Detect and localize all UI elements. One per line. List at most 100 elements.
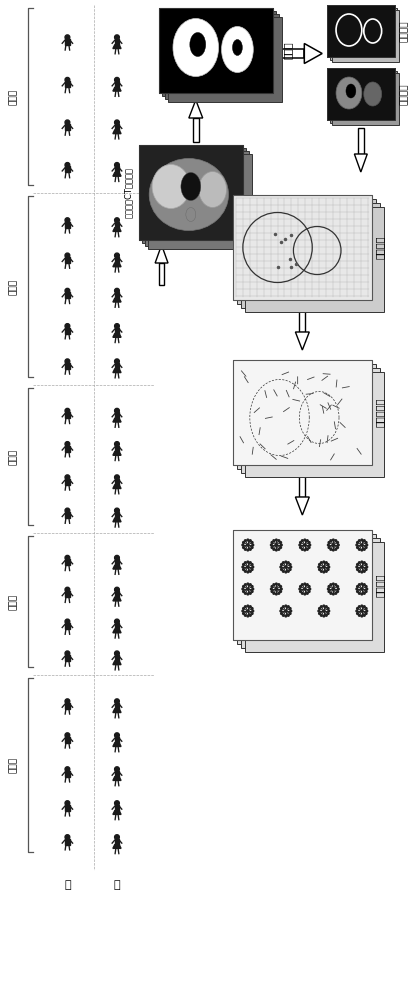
Circle shape [288, 608, 290, 609]
Circle shape [327, 610, 329, 612]
Circle shape [65, 767, 70, 772]
Circle shape [284, 605, 286, 607]
Text: 背景标记: 背景标记 [398, 20, 407, 42]
Bar [115, 166, 119, 172]
Circle shape [114, 324, 119, 328]
Circle shape [362, 614, 364, 616]
Circle shape [360, 583, 362, 585]
Circle shape [282, 606, 283, 608]
Circle shape [270, 586, 272, 587]
Bar [65, 512, 70, 518]
Circle shape [326, 564, 328, 565]
Circle shape [246, 544, 248, 546]
Circle shape [306, 584, 308, 586]
Circle shape [318, 608, 320, 609]
Bar [65, 559, 70, 565]
Circle shape [244, 548, 246, 550]
Circle shape [65, 801, 70, 806]
Circle shape [114, 733, 119, 738]
Circle shape [114, 651, 119, 656]
Circle shape [244, 614, 246, 616]
Circle shape [336, 542, 338, 543]
Circle shape [251, 569, 252, 570]
Circle shape [322, 610, 324, 612]
Bar [115, 328, 119, 334]
Bar [244, 372, 383, 477]
Circle shape [280, 588, 281, 590]
Circle shape [288, 564, 290, 565]
Circle shape [357, 570, 360, 572]
Circle shape [325, 570, 326, 572]
Polygon shape [112, 452, 121, 455]
Circle shape [65, 77, 70, 82]
Circle shape [65, 587, 70, 592]
Circle shape [246, 539, 248, 541]
Bar [236, 534, 375, 644]
Circle shape [65, 835, 70, 840]
Circle shape [301, 592, 303, 594]
Circle shape [242, 547, 244, 548]
Circle shape [327, 542, 329, 543]
Circle shape [308, 586, 309, 587]
Circle shape [249, 540, 251, 542]
Circle shape [320, 614, 321, 616]
Circle shape [114, 699, 119, 704]
Circle shape [277, 592, 279, 594]
Bar [65, 81, 70, 87]
Circle shape [308, 591, 309, 592]
Bar [232, 530, 371, 640]
Bar [138, 145, 242, 240]
Circle shape [114, 508, 119, 513]
Bar [244, 542, 383, 652]
Polygon shape [303, 43, 321, 64]
Circle shape [249, 584, 251, 586]
Circle shape [272, 584, 274, 586]
Circle shape [301, 540, 303, 542]
Bar [232, 360, 371, 465]
Bar [65, 623, 70, 629]
Polygon shape [112, 845, 121, 848]
Circle shape [334, 548, 336, 550]
Bar [329, 70, 396, 122]
Circle shape [332, 549, 333, 551]
Circle shape [270, 547, 272, 548]
Circle shape [242, 591, 244, 592]
Ellipse shape [232, 39, 242, 55]
Circle shape [337, 544, 338, 546]
Bar [65, 292, 70, 298]
Circle shape [114, 442, 119, 446]
Circle shape [362, 570, 364, 572]
Circle shape [282, 614, 283, 616]
Circle shape [365, 544, 367, 546]
Circle shape [364, 586, 366, 587]
Circle shape [251, 566, 253, 568]
Circle shape [356, 569, 357, 570]
Circle shape [246, 571, 248, 573]
Circle shape [362, 562, 364, 564]
Bar [326, 5, 393, 57]
Circle shape [251, 591, 252, 592]
Circle shape [242, 608, 244, 609]
Circle shape [251, 613, 252, 614]
Circle shape [318, 613, 320, 614]
Circle shape [355, 544, 357, 546]
Bar [115, 737, 119, 743]
Circle shape [360, 539, 362, 541]
Circle shape [329, 584, 331, 586]
Circle shape [242, 542, 244, 543]
Circle shape [308, 547, 309, 548]
Circle shape [280, 544, 281, 546]
Bar [115, 412, 119, 418]
Circle shape [270, 591, 272, 592]
Circle shape [360, 615, 362, 617]
Circle shape [114, 619, 119, 624]
Circle shape [303, 544, 305, 546]
Bar [244, 207, 383, 312]
Circle shape [289, 610, 291, 612]
Polygon shape [112, 298, 121, 302]
Circle shape [65, 619, 70, 624]
Circle shape [299, 547, 301, 548]
Circle shape [334, 584, 336, 586]
Circle shape [327, 586, 329, 587]
Circle shape [251, 544, 253, 546]
